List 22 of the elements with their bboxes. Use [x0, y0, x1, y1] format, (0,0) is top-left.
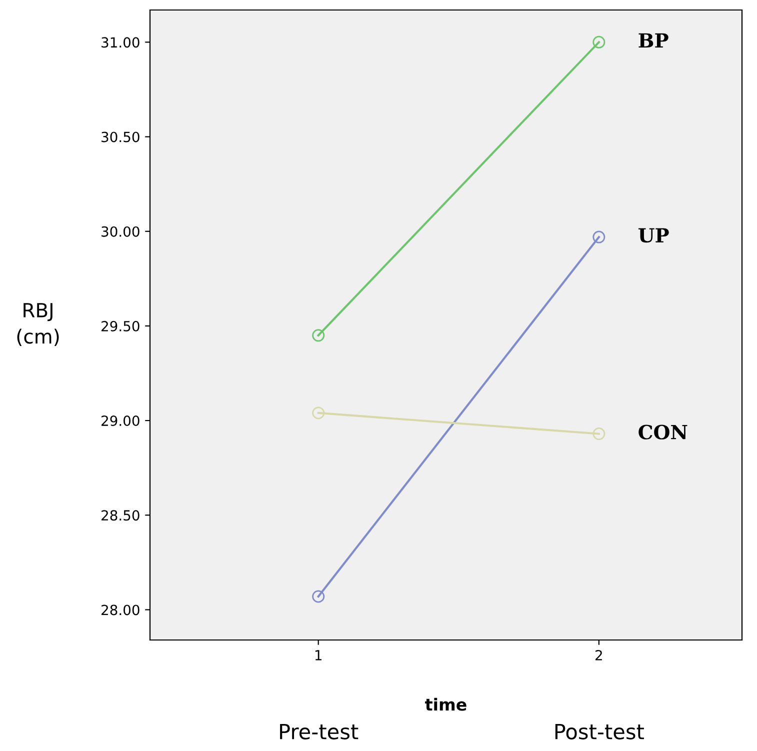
y-tick-label: 30.00 [102, 226, 140, 237]
series-label: UP [638, 228, 669, 243]
y-axis-title: RBJ (cm) [17, 303, 59, 346]
series-label: CON [638, 424, 688, 440]
y-tick-label: 31.00 [102, 37, 140, 48]
y-tick-label: 28.50 [102, 510, 140, 521]
series-label: BP [638, 33, 668, 48]
x-tick-label: 1 [315, 650, 322, 660]
y-tick-label: 29.50 [102, 320, 140, 332]
y-tick-label: 28.00 [102, 604, 140, 616]
text: Pre-test [280, 724, 358, 740]
point [592, 36, 606, 48]
x-axis-title: time [425, 698, 466, 711]
text: Post-test [555, 724, 644, 740]
point [312, 590, 325, 603]
point [312, 406, 325, 420]
point [312, 329, 325, 342]
point [592, 428, 606, 440]
point [592, 230, 606, 244]
y-tick-label: 30.50 [102, 132, 140, 142]
x-tick-label: 2 [596, 650, 602, 660]
y-tick-label: 29.00 [102, 416, 140, 426]
